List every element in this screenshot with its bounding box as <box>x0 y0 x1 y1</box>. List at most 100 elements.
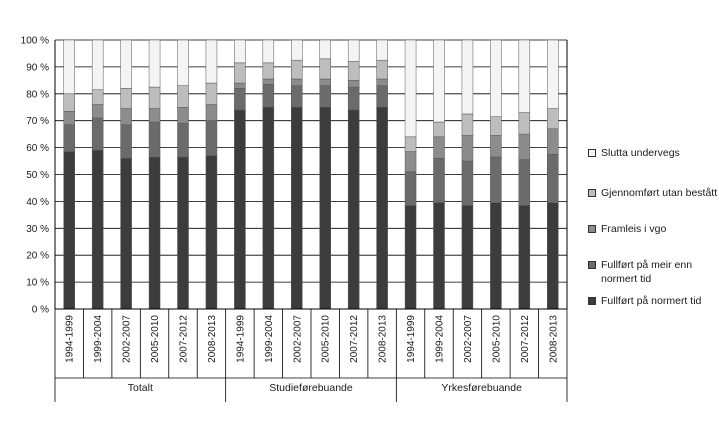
bar-segment <box>461 113 474 136</box>
bar-segment <box>376 39 388 61</box>
bar-segment <box>404 136 417 152</box>
bar-segment <box>234 109 246 310</box>
bar-segment <box>518 39 531 113</box>
bar-segment <box>490 116 502 136</box>
y-tick-label: 10 % <box>26 278 49 289</box>
bar-segment <box>234 62 246 84</box>
y-tick-label: 0 % <box>32 305 49 316</box>
bar-segment <box>177 156 189 310</box>
bar-segment <box>148 86 161 109</box>
bar-segment <box>518 133 531 160</box>
bar-segment <box>63 93 75 112</box>
bar-segment <box>319 107 331 310</box>
bar-segment <box>518 205 531 310</box>
bar-segment <box>347 86 360 111</box>
bar-segment <box>177 107 189 124</box>
bar-segment <box>262 107 275 310</box>
x-tick-label: 1999-2004 <box>93 315 104 363</box>
x-tick-label: 2007-2012 <box>520 315 531 363</box>
legend-label: Fullført på normert tid <box>601 295 702 307</box>
bar-segment <box>490 39 502 117</box>
x-tick-label: 2002-2007 <box>463 315 474 363</box>
bar-segment <box>404 151 417 173</box>
x-tick-label: 2005-2010 <box>150 315 161 363</box>
bar-segment <box>148 156 161 310</box>
bar-segment <box>547 128 559 155</box>
legend-swatch-icon <box>588 225 596 233</box>
legend-label: Fullført på meir enn normert tid <box>601 259 693 285</box>
bar-segment <box>63 124 75 152</box>
bar-segment <box>291 85 303 108</box>
bar-segment <box>205 155 218 310</box>
bar-segment <box>319 39 331 60</box>
x-tick-label: 1994-1999 <box>235 315 246 363</box>
x-tick-label: 2005-2010 <box>321 315 332 363</box>
bar-segment <box>91 150 104 310</box>
x-tick-label: 2008-2013 <box>548 315 559 363</box>
y-tick-label: 40 % <box>26 197 49 208</box>
bar-segment <box>120 39 132 89</box>
bar-segment <box>319 78 331 86</box>
bar-segment <box>404 39 417 138</box>
bar-segment <box>518 112 531 135</box>
bar-segment <box>177 123 189 158</box>
bar-segment <box>91 104 104 119</box>
y-tick-label: 60 % <box>26 143 49 154</box>
bar-segment <box>433 121 445 138</box>
bar-segment <box>547 202 559 310</box>
x-tick-label: 2008-2013 <box>207 315 218 363</box>
bar-segment <box>234 88 246 111</box>
group-label: Totalt <box>128 382 153 394</box>
bar-segment <box>205 104 218 121</box>
bar-segment <box>547 154 559 203</box>
bar-segment <box>433 158 445 203</box>
bar-segment <box>91 117 104 151</box>
y-tick-label: 100 % <box>21 36 49 47</box>
bar-segment <box>347 80 360 88</box>
y-tick-label: 80 % <box>26 89 49 100</box>
bar-segment <box>291 39 303 61</box>
bar-segment <box>205 120 218 156</box>
bar-segment <box>461 39 474 115</box>
bar-segment <box>291 107 303 310</box>
bar-segment <box>234 82 246 89</box>
bar-segment <box>120 158 132 310</box>
legend-swatch-icon <box>588 261 596 269</box>
bar-segment <box>461 205 474 310</box>
y-tick-label: 20 % <box>26 251 49 262</box>
bar-segment <box>461 135 474 162</box>
x-tick-label: 2002-2007 <box>292 315 303 363</box>
bar-segment <box>63 111 75 125</box>
bar-segment <box>148 108 161 123</box>
bar-segment <box>518 159 531 206</box>
group-label: Yrkesførebuande <box>441 382 522 394</box>
bar-segment <box>120 124 132 159</box>
x-tick-label: 1999-2004 <box>435 315 446 363</box>
bar-segment <box>347 61 360 81</box>
bar-segment <box>319 85 331 108</box>
bar-segment <box>177 85 189 108</box>
bar-segment <box>319 58 331 80</box>
legend-label: Gjennomført utan bestått <box>601 187 718 199</box>
bar-segment <box>262 84 275 108</box>
bar-segment <box>490 156 502 203</box>
legend-swatch-icon <box>588 149 596 157</box>
bar-segment <box>205 82 218 105</box>
bar-segment <box>433 202 445 310</box>
x-tick-label: 2007-2012 <box>349 315 360 363</box>
bar-segment <box>347 109 360 310</box>
bar-segment <box>91 39 104 91</box>
bar-segment <box>404 171 417 206</box>
bar-segment <box>547 108 559 130</box>
legend-label: Slutta undervegs <box>601 147 680 159</box>
bar-segment <box>291 78 303 86</box>
y-tick-label: 50 % <box>26 170 49 181</box>
y-tick-label: 70 % <box>26 116 49 127</box>
x-tick-label: 1999-2004 <box>264 315 275 363</box>
bar-segment <box>490 135 502 158</box>
bar-segment <box>461 160 474 206</box>
x-tick-label: 2008-2013 <box>378 315 389 363</box>
legend-swatch-icon <box>588 297 596 305</box>
bar-segment <box>205 39 218 84</box>
